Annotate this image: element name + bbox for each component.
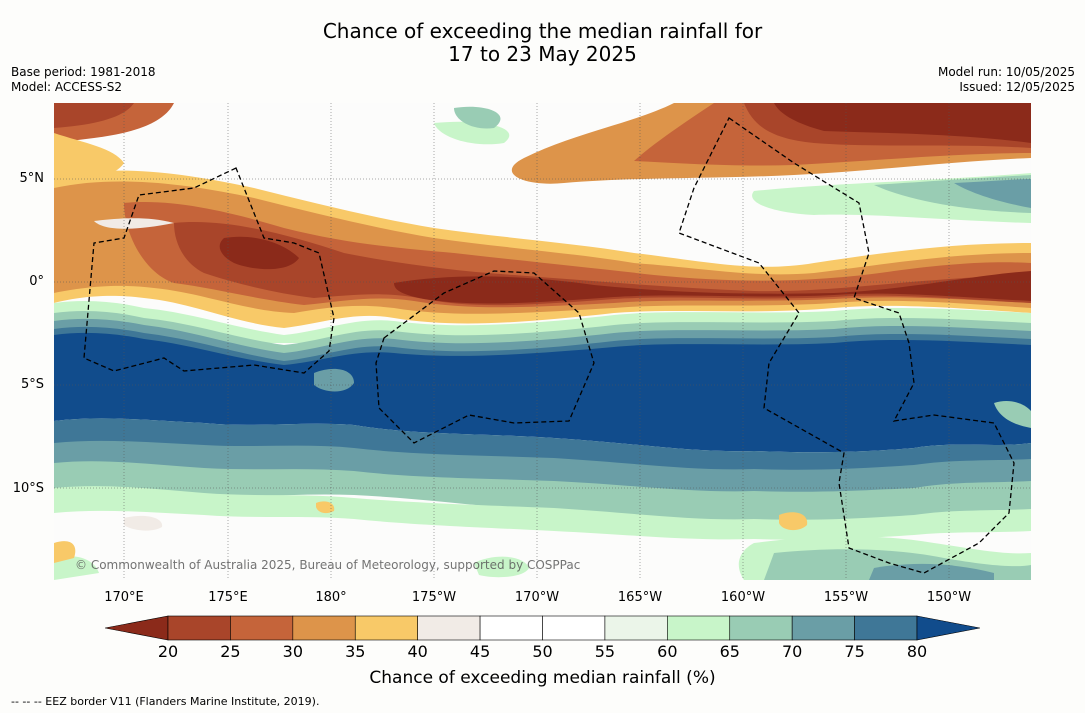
colorbar-tick-label: 60 [657,642,678,661]
colorbar-tick-label: 25 [220,642,241,661]
lat-label-5n: 5°N [19,171,45,186]
lat-label-10s: 10°S [12,481,44,496]
colorbar-tick-label: 50 [532,642,553,661]
colorbar-tick-label: 35 [345,642,366,661]
model-run: Model run: 10/05/2025 [937,65,1075,79]
lon-label-175e: 175°E [208,590,248,605]
base-period: Base period: 1981-2018 [11,65,156,79]
lon-label-170w: 170°W [514,590,560,605]
colorbar-cell [354,615,418,641]
colorbar-under-triangle [105,615,169,641]
lon-label-165w: 165°W [617,590,663,605]
lon-label-170e: 170°E [104,590,144,605]
copyright-notice: © Commonwealth of Australia 2025, Bureau… [75,558,581,572]
colorbar-cell [604,615,668,641]
lat-label-5s: 5°S [20,377,44,392]
map-title: Chance of exceeding the median rainfall … [0,20,1085,66]
colorbar-cell [791,615,855,641]
lon-label-160w: 160°W [720,590,766,605]
lon-label-175w: 175°W [411,590,457,605]
colorbar-tick-label: 30 [282,642,303,661]
title-line-1: Chance of exceeding the median rainfall … [322,19,763,43]
colorbar-tick-label: 65 [719,642,740,661]
colorbar-tick-label: 55 [594,642,616,661]
title-line-2: 17 to 23 May 2025 [448,42,637,66]
colorbar-cell [417,615,481,641]
colorbar-cell [479,615,543,641]
issued-date: Issued: 12/05/2025 [959,80,1075,94]
meta-right: Model run: 10/05/2025 Issued: 12/05/2025 [938,65,1075,95]
colorbar-tick-label: 20 [157,642,179,661]
colorbar-cell [167,615,231,641]
rainfall-map [54,103,1031,580]
colorbar-cell [854,615,918,641]
model-name: Model: ACCESS-S2 [11,80,123,94]
colorbar-tick-label: 75 [844,642,865,661]
colorbar-over-triangle [916,615,980,641]
colorbar [105,615,980,641]
colorbar-tick-label: 40 [407,642,428,661]
eez-footnote: -- -- -- EEZ border V11 (Flanders Marine… [11,695,320,708]
colorbar-cell [230,615,294,641]
colorbar-tick-label: 70 [781,642,803,661]
colorbar-cell [542,615,606,641]
colorbar-cell [667,615,731,641]
colorbar-label: Chance of exceeding median rainfall (%) [369,668,716,688]
colorbar-tick-label: 45 [469,642,491,661]
lon-label-180: 180° [315,590,347,605]
meta-left: Base period: 1981-2018 Model: ACCESS-S2 [11,65,156,95]
lon-label-155w: 155°W [823,590,869,605]
lon-label-150w: 150°W [926,590,972,605]
colorbar-cell [292,615,356,641]
colorbar-tick-label: 80 [906,642,928,661]
lat-label-0: 0° [29,274,44,289]
colorbar-cell [729,615,793,641]
